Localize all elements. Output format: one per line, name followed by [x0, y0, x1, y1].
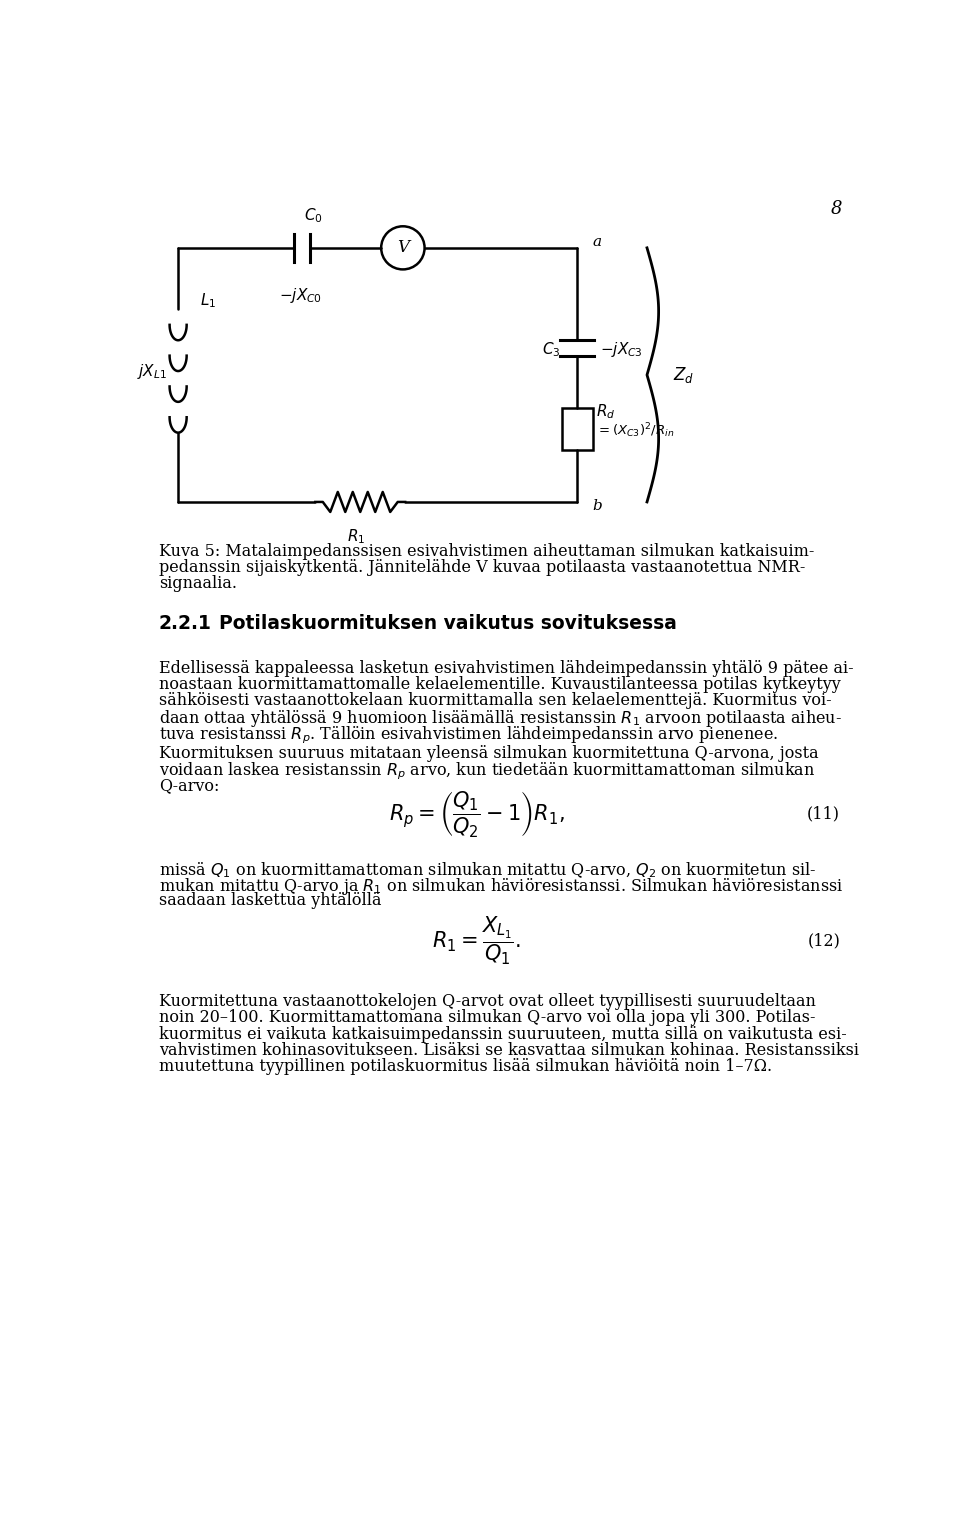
Text: $jX_{L1}$: $jX_{L1}$	[137, 362, 167, 380]
Text: vahvistimen kohinasovitukseen. Lisäksi se kasvattaa silmukan kohinaa. Resistanss: vahvistimen kohinasovitukseen. Lisäksi s…	[158, 1041, 859, 1059]
Text: $C_3$: $C_3$	[542, 340, 561, 359]
Text: pedanssin sijaiskytkentä. Jännitelähde V kuvaa potilaasta vastaanotettua NMR-: pedanssin sijaiskytkentä. Jännitelähde V…	[158, 559, 805, 576]
Text: Q-arvo:: Q-arvo:	[158, 777, 219, 793]
Text: noin 20–100. Kuormittamattomana silmukan Q-arvo voi olla jopa yli 300. Potilas-: noin 20–100. Kuormittamattomana silmukan…	[158, 1009, 815, 1026]
Text: $Z_d$: $Z_d$	[673, 365, 694, 385]
Text: Kuormitettuna vastaanottokelojen Q-arvot ovat olleet tyypillisesti suuruudeltaan: Kuormitettuna vastaanottokelojen Q-arvot…	[158, 993, 816, 1011]
Text: (11): (11)	[807, 806, 840, 822]
Text: $-jX_{C3}$: $-jX_{C3}$	[601, 340, 643, 359]
Text: $R_1$: $R_1$	[348, 527, 366, 546]
Text: missä $Q_1$ on kuormittamattoman silmukan mitattu Q-arvo, $Q_2$ on kuormitetun s: missä $Q_1$ on kuormittamattoman silmuka…	[158, 860, 816, 880]
Text: (12): (12)	[807, 932, 840, 950]
Text: $R_p = \left(\dfrac{Q_1}{Q_2} - 1\right) R_1,$: $R_p = \left(\dfrac{Q_1}{Q_2} - 1\right)…	[389, 789, 564, 839]
Bar	[562, 407, 592, 450]
Text: mukan mitattu Q-arvo ja $R_1$ on silmukan häviöresistanssi. Silmukan häviöresist: mukan mitattu Q-arvo ja $R_1$ on silmuka…	[158, 876, 843, 897]
Text: Kuva 5: Matalaimpedanssisen esivahvistimen aiheuttaman silmukan katkaisuim-: Kuva 5: Matalaimpedanssisen esivahvistim…	[158, 543, 814, 559]
Text: Edellisessä kappaleessa lasketun esivahvistimen lähdeimpedanssin yhtälö 9 pätee : Edellisessä kappaleessa lasketun esivahv…	[158, 660, 853, 676]
Text: sähköisesti vastaanottokelaan kuormittamalla sen kelaelementtejä. Kuormitus voi-: sähköisesti vastaanottokelaan kuormittam…	[158, 692, 831, 710]
Text: Kuormituksen suuruus mitataan yleensä silmukan kuormitettuna Q-arvona, josta: Kuormituksen suuruus mitataan yleensä si…	[158, 745, 818, 762]
Text: kuormitus ei vaikuta katkaisuimpedanssin suuruuteen, mutta sillä on vaikutusta e: kuormitus ei vaikuta katkaisuimpedanssin…	[158, 1026, 847, 1043]
Text: signaalia.: signaalia.	[158, 575, 237, 593]
Text: $R_d$: $R_d$	[596, 403, 615, 421]
Text: muutettuna tyypillinen potilaskuormitus lisää silmukan häviöitä noin 1–7Ω.: muutettuna tyypillinen potilaskuormitus …	[158, 1058, 772, 1075]
Text: daan ottaa yhtälössä 9 huomioon lisäämällä resistanssin $R_1$ arvoon potilaasta : daan ottaa yhtälössä 9 huomioon lisäämäl…	[158, 708, 842, 730]
Text: tuva resistanssi $R_p$. Tällöin esivahvistimen lähdeimpedanssin arvo pienenee.: tuva resistanssi $R_p$. Tällöin esivahvi…	[158, 725, 778, 746]
Text: voidaan laskea resistanssin $R_p$ arvo, kun tiedetään kuormittamattoman silmukan: voidaan laskea resistanssin $R_p$ arvo, …	[158, 760, 815, 783]
Text: 8: 8	[830, 201, 842, 219]
Text: $C_0$: $C_0$	[303, 207, 323, 225]
Text: $= (X_{C3})^2/R_{in}$: $= (X_{C3})^2/R_{in}$	[596, 421, 674, 439]
Text: $-jX_{C0}$: $-jX_{C0}$	[279, 286, 323, 306]
Text: V: V	[396, 239, 409, 257]
Text: $R_1 = \dfrac{X_{L_1}}{Q_1}.$: $R_1 = \dfrac{X_{L_1}}{Q_1}.$	[432, 915, 521, 967]
Text: saadaan laskettua yhtälöllä: saadaan laskettua yhtälöllä	[158, 892, 381, 909]
Text: Potilaskuormituksen vaikutus sovituksessa: Potilaskuormituksen vaikutus sovituksess…	[219, 614, 677, 632]
Text: $L_1$: $L_1$	[200, 290, 216, 310]
Text: noastaan kuormittamattomalle kelaelementille. Kuvaustilanteessa potilas kytkeyty: noastaan kuormittamattomalle kelaelement…	[158, 676, 841, 693]
Text: b: b	[592, 499, 603, 512]
Text: a: a	[592, 234, 602, 249]
Text: 2.2.1: 2.2.1	[158, 614, 211, 632]
